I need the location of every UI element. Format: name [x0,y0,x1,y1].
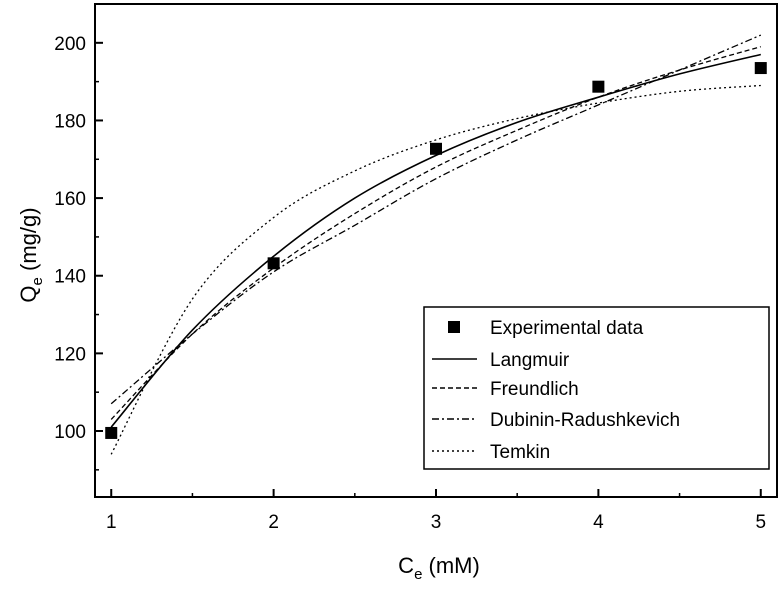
legend-marker [448,321,460,333]
legend-label-temkin: Temkin [490,442,550,463]
data-point [267,257,280,270]
y-tick-label: 100 [54,422,86,443]
axis-ticks: 1 2 3 4 5 100 120 140 160 180 200 [54,3,766,533]
y-axis-title: Qe (mg/g) [16,207,46,302]
y-tick-label: 180 [54,111,86,132]
langmuir-fit-line [110,53,761,428]
data-point [754,62,767,75]
data-point [105,426,118,439]
dubinin-radushkevich-fit-line [110,34,762,405]
legend-box [423,306,770,470]
x-tick-label: 4 [593,512,604,533]
x-tick-label: 2 [268,512,279,533]
legend-label-langmuir: Langmuir [490,350,570,371]
x-axis-title: Ce (mM) [398,553,480,583]
data-point [592,80,605,93]
legend-label-dubinin-radushkevich: Dubinin-Radushkevich [490,410,680,431]
x-tick-label: 3 [431,512,442,533]
y-tick-label: 140 [54,267,86,288]
data-markers [105,62,767,439]
temkin-fit-line [110,84,761,455]
legend-label-freundlich: Freundlich [490,379,579,400]
data-point [430,142,442,155]
legend-label-experimental-data: Experimental data [490,318,644,339]
freundlich-fit-line [110,46,761,420]
legend: Experimental data Langmuir Freundlich Dubin… [423,306,770,470]
y-tick-label: 160 [54,189,86,210]
x-tick-label: 5 [755,512,766,533]
x-tick-label: 1 [106,512,117,533]
fit-lines [110,34,762,455]
y-tick-label: 120 [54,344,86,365]
y-tick-label: 200 [54,34,86,55]
